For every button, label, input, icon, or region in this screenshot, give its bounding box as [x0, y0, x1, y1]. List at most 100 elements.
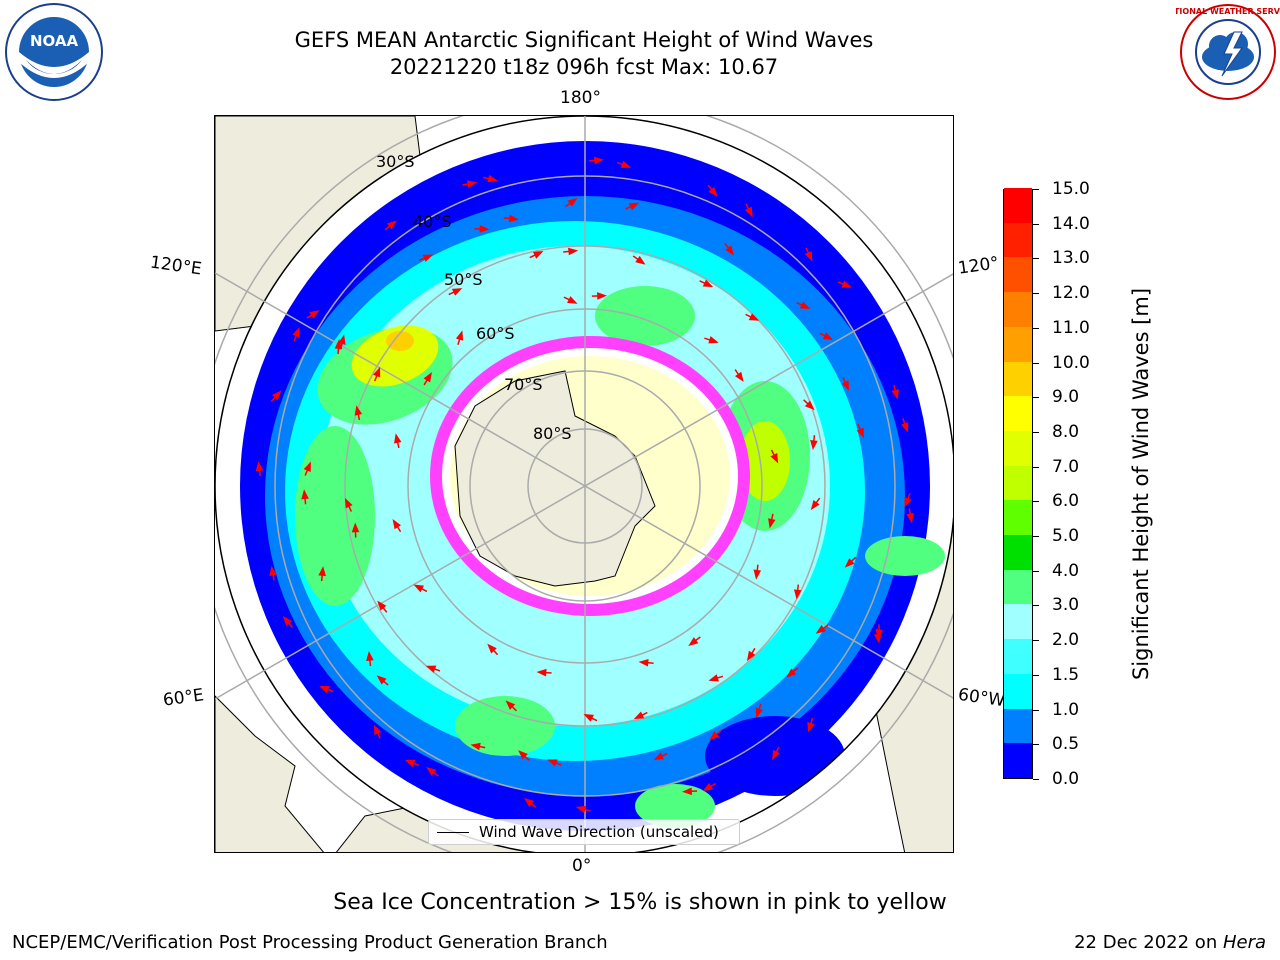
wave-arrow-head: [334, 339, 343, 350]
africa-land: [215, 695, 324, 852]
colorbar-segment: [1004, 708, 1032, 744]
wave-arrow-head: [799, 301, 811, 310]
wave-arrow-head: [338, 334, 346, 345]
wave-arrow-head: [633, 711, 645, 720]
colorbar-segment: [1004, 638, 1032, 674]
wave-arrow-head: [702, 782, 713, 791]
wave-arrow-head: [753, 569, 762, 580]
colorbar-tick-label: 5.0: [1052, 526, 1080, 547]
wave-arrow-head: [772, 749, 780, 761]
wave-arrow-head: [653, 752, 664, 760]
wave-arrow-head: [301, 489, 309, 500]
wave-arrow-head: [873, 633, 882, 644]
wave-arrow-head: [575, 805, 587, 814]
colorbar-tick-label: 6.0: [1052, 491, 1080, 512]
wave-arrow-head: [568, 247, 579, 256]
wave-arrow-head: [744, 206, 753, 218]
wave-arrow-head: [810, 500, 820, 511]
wave-arrow-head: [841, 280, 852, 288]
colorbar-segment: [1004, 569, 1032, 605]
lon-label-180: 180°: [560, 88, 601, 108]
colorbar-tick-label: 2.0: [1052, 630, 1080, 651]
wave-arrow-head: [255, 461, 264, 472]
wave-arrow-head: [470, 742, 481, 751]
lat-label-60s: 60°S: [476, 324, 515, 343]
wave-arrow-head: [508, 214, 519, 223]
colorbar-tick: [1033, 570, 1039, 572]
colorbar-tick: [1033, 397, 1039, 399]
wave-arrow-head: [487, 174, 498, 183]
wave-arrow-head: [628, 202, 640, 211]
colorbar-segment: [1004, 465, 1032, 501]
colorbar-tick-label: 8.0: [1052, 421, 1080, 442]
wave-arrow-head: [518, 750, 528, 760]
footer-date: 22 Dec 2022 on Hera: [1074, 932, 1266, 953]
wave-arrow-head: [404, 759, 416, 767]
colorbar-segment: [1004, 291, 1032, 327]
wave-arrow-head: [413, 584, 424, 593]
colorbar-tick-label: 7.0: [1052, 456, 1080, 477]
colorbar-tick-label: 13.0: [1052, 248, 1090, 269]
wave-arrow-head: [770, 453, 779, 464]
colorbar-segment: [1004, 499, 1032, 536]
wave-arrow-head: [638, 658, 649, 667]
colorbar-tick: [1033, 501, 1039, 503]
wave-arrow-head: [708, 186, 718, 197]
wave-arrow-head: [804, 250, 813, 262]
nws-logo-text: NATIONAL WEATHER SERVICE: [1176, 7, 1280, 16]
colorbar-segment: [1004, 742, 1032, 778]
colorbar-tick-label: 3.0: [1052, 595, 1080, 616]
colorbar-tick-label: 12.0: [1052, 283, 1090, 304]
lon-label-60e: 60°E: [161, 685, 206, 711]
wave-arrow-head: [373, 366, 381, 378]
colorbar-tick-label: 14.0: [1052, 213, 1090, 234]
wave-arrow-head: [422, 254, 434, 262]
lat-label-80s: 80°S: [533, 424, 572, 443]
wave-arrow-head: [844, 558, 855, 568]
wave-arrow-head: [487, 643, 497, 654]
colorbar: [1003, 187, 1033, 779]
wave-arrow-head: [392, 518, 401, 530]
colorbar-segment: [1004, 256, 1032, 293]
colorbar-tick: [1033, 779, 1039, 780]
wave-arrow-head: [426, 767, 437, 776]
colorbar-tick: [1033, 258, 1039, 260]
colorbar-tick: [1033, 327, 1039, 329]
wave-arrow-head: [319, 686, 330, 694]
footer-branch: NCEP/EMC/Verification Post Processing Pr…: [12, 932, 608, 953]
noaa-logo-text: NOAA: [30, 32, 79, 50]
colorbar-tick: [1033, 536, 1039, 538]
colorbar-segment: [1004, 395, 1032, 431]
wave-arrow-head: [451, 288, 463, 296]
wave-arrow-head: [523, 797, 534, 807]
polar-map: [215, 116, 953, 852]
colorbar-tick: [1033, 431, 1039, 433]
wave-arrow-head: [386, 220, 397, 230]
colorbar-tick: [1033, 223, 1039, 225]
lon-label-0: 0°: [572, 856, 592, 876]
colorbar-segment: [1004, 361, 1032, 397]
lat-label-70s: 70°S: [504, 375, 543, 394]
wave-arrow-head: [269, 565, 277, 576]
wave-arrow-head: [708, 674, 719, 682]
chart-title: GEFS MEAN Antarctic Significant Height o…: [294, 28, 874, 52]
wave-arrow-head: [793, 589, 802, 600]
colorbar-tick: [1033, 293, 1039, 295]
wave-arrow-head: [351, 522, 360, 533]
wave-arrow-head: [354, 405, 363, 416]
wave-arrow-head: [593, 156, 605, 165]
wave-arrow-head: [303, 461, 311, 473]
wave-arrow-head: [856, 427, 864, 439]
colorbar-tick: [1033, 674, 1039, 676]
wave-arrow-head: [904, 496, 912, 508]
noaa-logo-icon: NOAA: [5, 3, 103, 101]
colorbar-tick: [1033, 362, 1039, 364]
colorbar-tick: [1033, 709, 1039, 711]
colorbar-tick: [1033, 466, 1039, 468]
wave-arrow-head: [725, 245, 735, 256]
wave-arrow-head: [702, 279, 714, 288]
wave-arrow-head: [344, 497, 353, 509]
colorbar-tick: [1033, 189, 1039, 190]
wave-arrow-head: [620, 160, 632, 168]
colorbar-tick-label: 9.0: [1052, 387, 1080, 408]
